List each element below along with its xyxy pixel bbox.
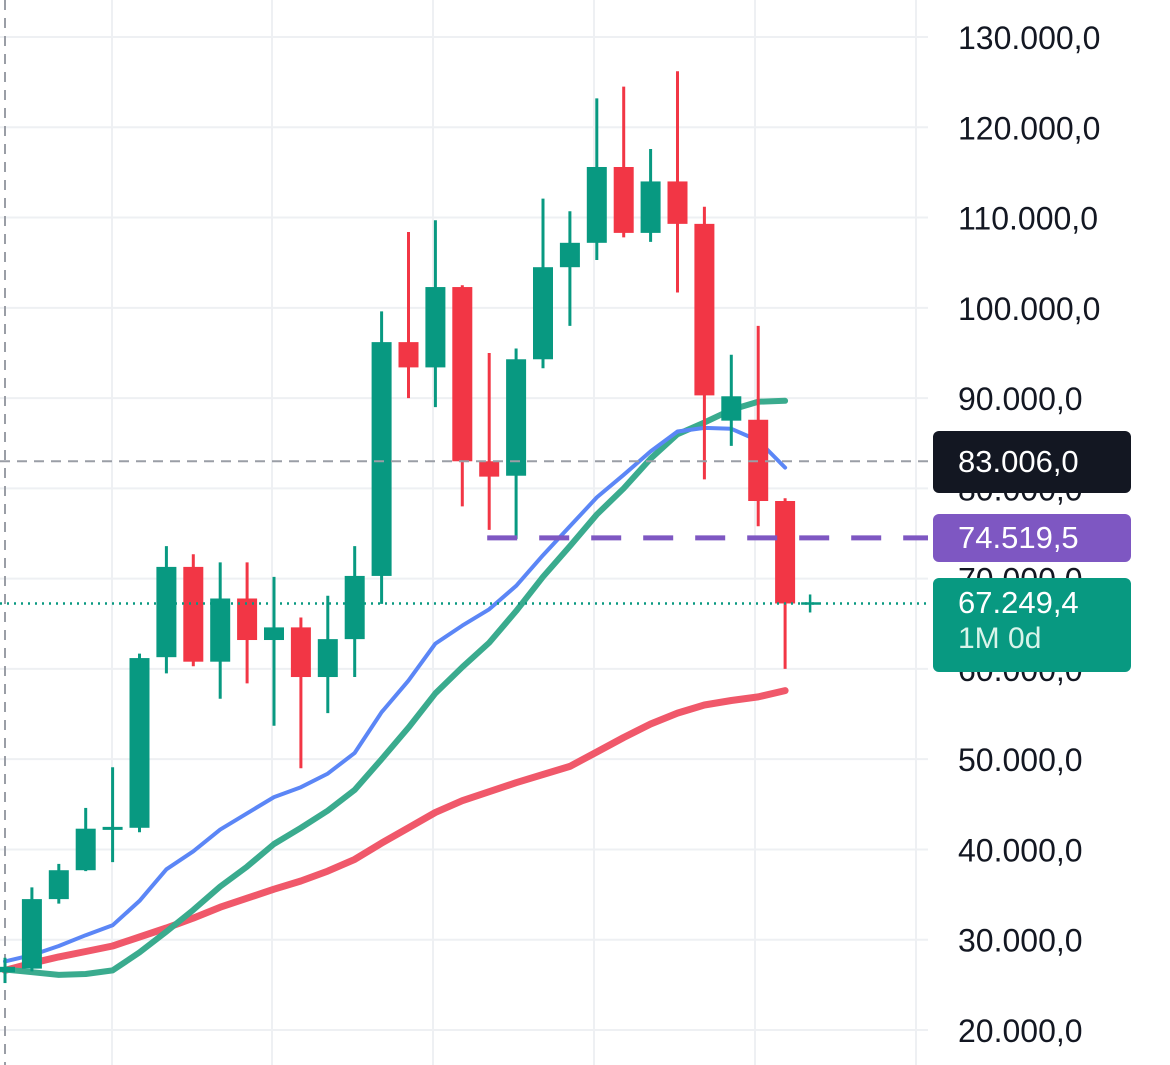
candle-body [344,575,365,640]
candle-down [237,562,258,684]
current-price-label: 67.249,4 1M 0d [933,578,1131,672]
candle-body [559,242,580,268]
candle-up [210,562,231,699]
ma-line-slow [1,687,789,974]
candle-up [317,595,338,714]
candle-up [156,546,177,674]
ma-line-mid [2,397,789,978]
candle-body [748,419,769,502]
candle-up [48,863,69,904]
y-tick-label: 50.000,0 [958,742,1083,778]
candle-body [694,223,715,396]
candle-down [479,352,500,530]
candle-body [21,899,42,969]
candles [0,71,796,984]
candle-up [129,653,150,833]
y-tick-label: 100.000,0 [958,291,1100,327]
candle-body [775,501,796,604]
candle-body [237,598,258,641]
candle-up [425,220,446,408]
y-tick-label: 40.000,0 [958,832,1083,868]
candle-body [156,566,177,658]
marked-level-value: 74.519,5 [958,520,1079,555]
candle-body [640,181,661,233]
candle-down [183,554,204,667]
candle-down [748,325,769,527]
candle-body [0,966,15,973]
y-tick-label: 30.000,0 [958,923,1083,959]
candle-body [452,287,473,462]
candle-body [48,870,69,900]
y-tick-label: 110.000,0 [958,201,1098,237]
candle-down [667,71,688,293]
candle-body [667,181,688,224]
marked-level-label: 74.519,5 [933,514,1131,562]
current-price-value: 67.249,4 [958,585,1079,620]
candle-down [452,285,473,507]
candle-up [586,98,607,260]
candle-body [506,359,527,476]
price-lines [0,460,928,613]
candle-up [640,148,661,242]
candle-body [533,267,553,360]
candle-body [317,639,338,678]
candle-up [371,311,392,604]
candle-up [533,198,553,369]
candle-body [102,826,123,830]
candle-body [75,828,96,871]
candle-body [613,166,634,233]
candle-up [75,807,96,872]
candle-body [479,461,500,477]
candle-up [102,767,123,863]
candle-up [0,957,15,984]
candle-up [21,887,42,972]
candle-down [775,498,796,669]
y-tick-label: 120.000,0 [958,110,1100,146]
candle-body [210,598,231,662]
candle-body [264,627,284,641]
candle-down [613,86,634,238]
last-price-value: 83.006,0 [958,444,1079,479]
candle-up [344,546,365,678]
candle-down [290,617,311,769]
y-tick-label: 130.000,0 [958,20,1100,56]
candle-body [586,166,607,243]
candle-up [506,348,527,539]
candle-up [264,576,284,726]
y-tick-label: 90.000,0 [958,381,1083,417]
candle-body [721,396,742,421]
candle-body [398,342,419,368]
candle-down [694,206,715,480]
last-price-label: 83.006,0 [933,431,1131,493]
candle-up [559,211,580,326]
candle-body [290,627,311,678]
bar-countdown: 1M 0d [958,622,1042,655]
candle-body [425,287,446,368]
candle-up [721,354,742,446]
candle-down [398,231,419,399]
candle-body [183,566,204,662]
candle-body [129,658,150,828]
moving-averages [1,397,789,978]
y-tick-label: 20.000,0 [958,1013,1083,1049]
candle-body [371,342,392,576]
ma-line-fast [3,425,788,964]
